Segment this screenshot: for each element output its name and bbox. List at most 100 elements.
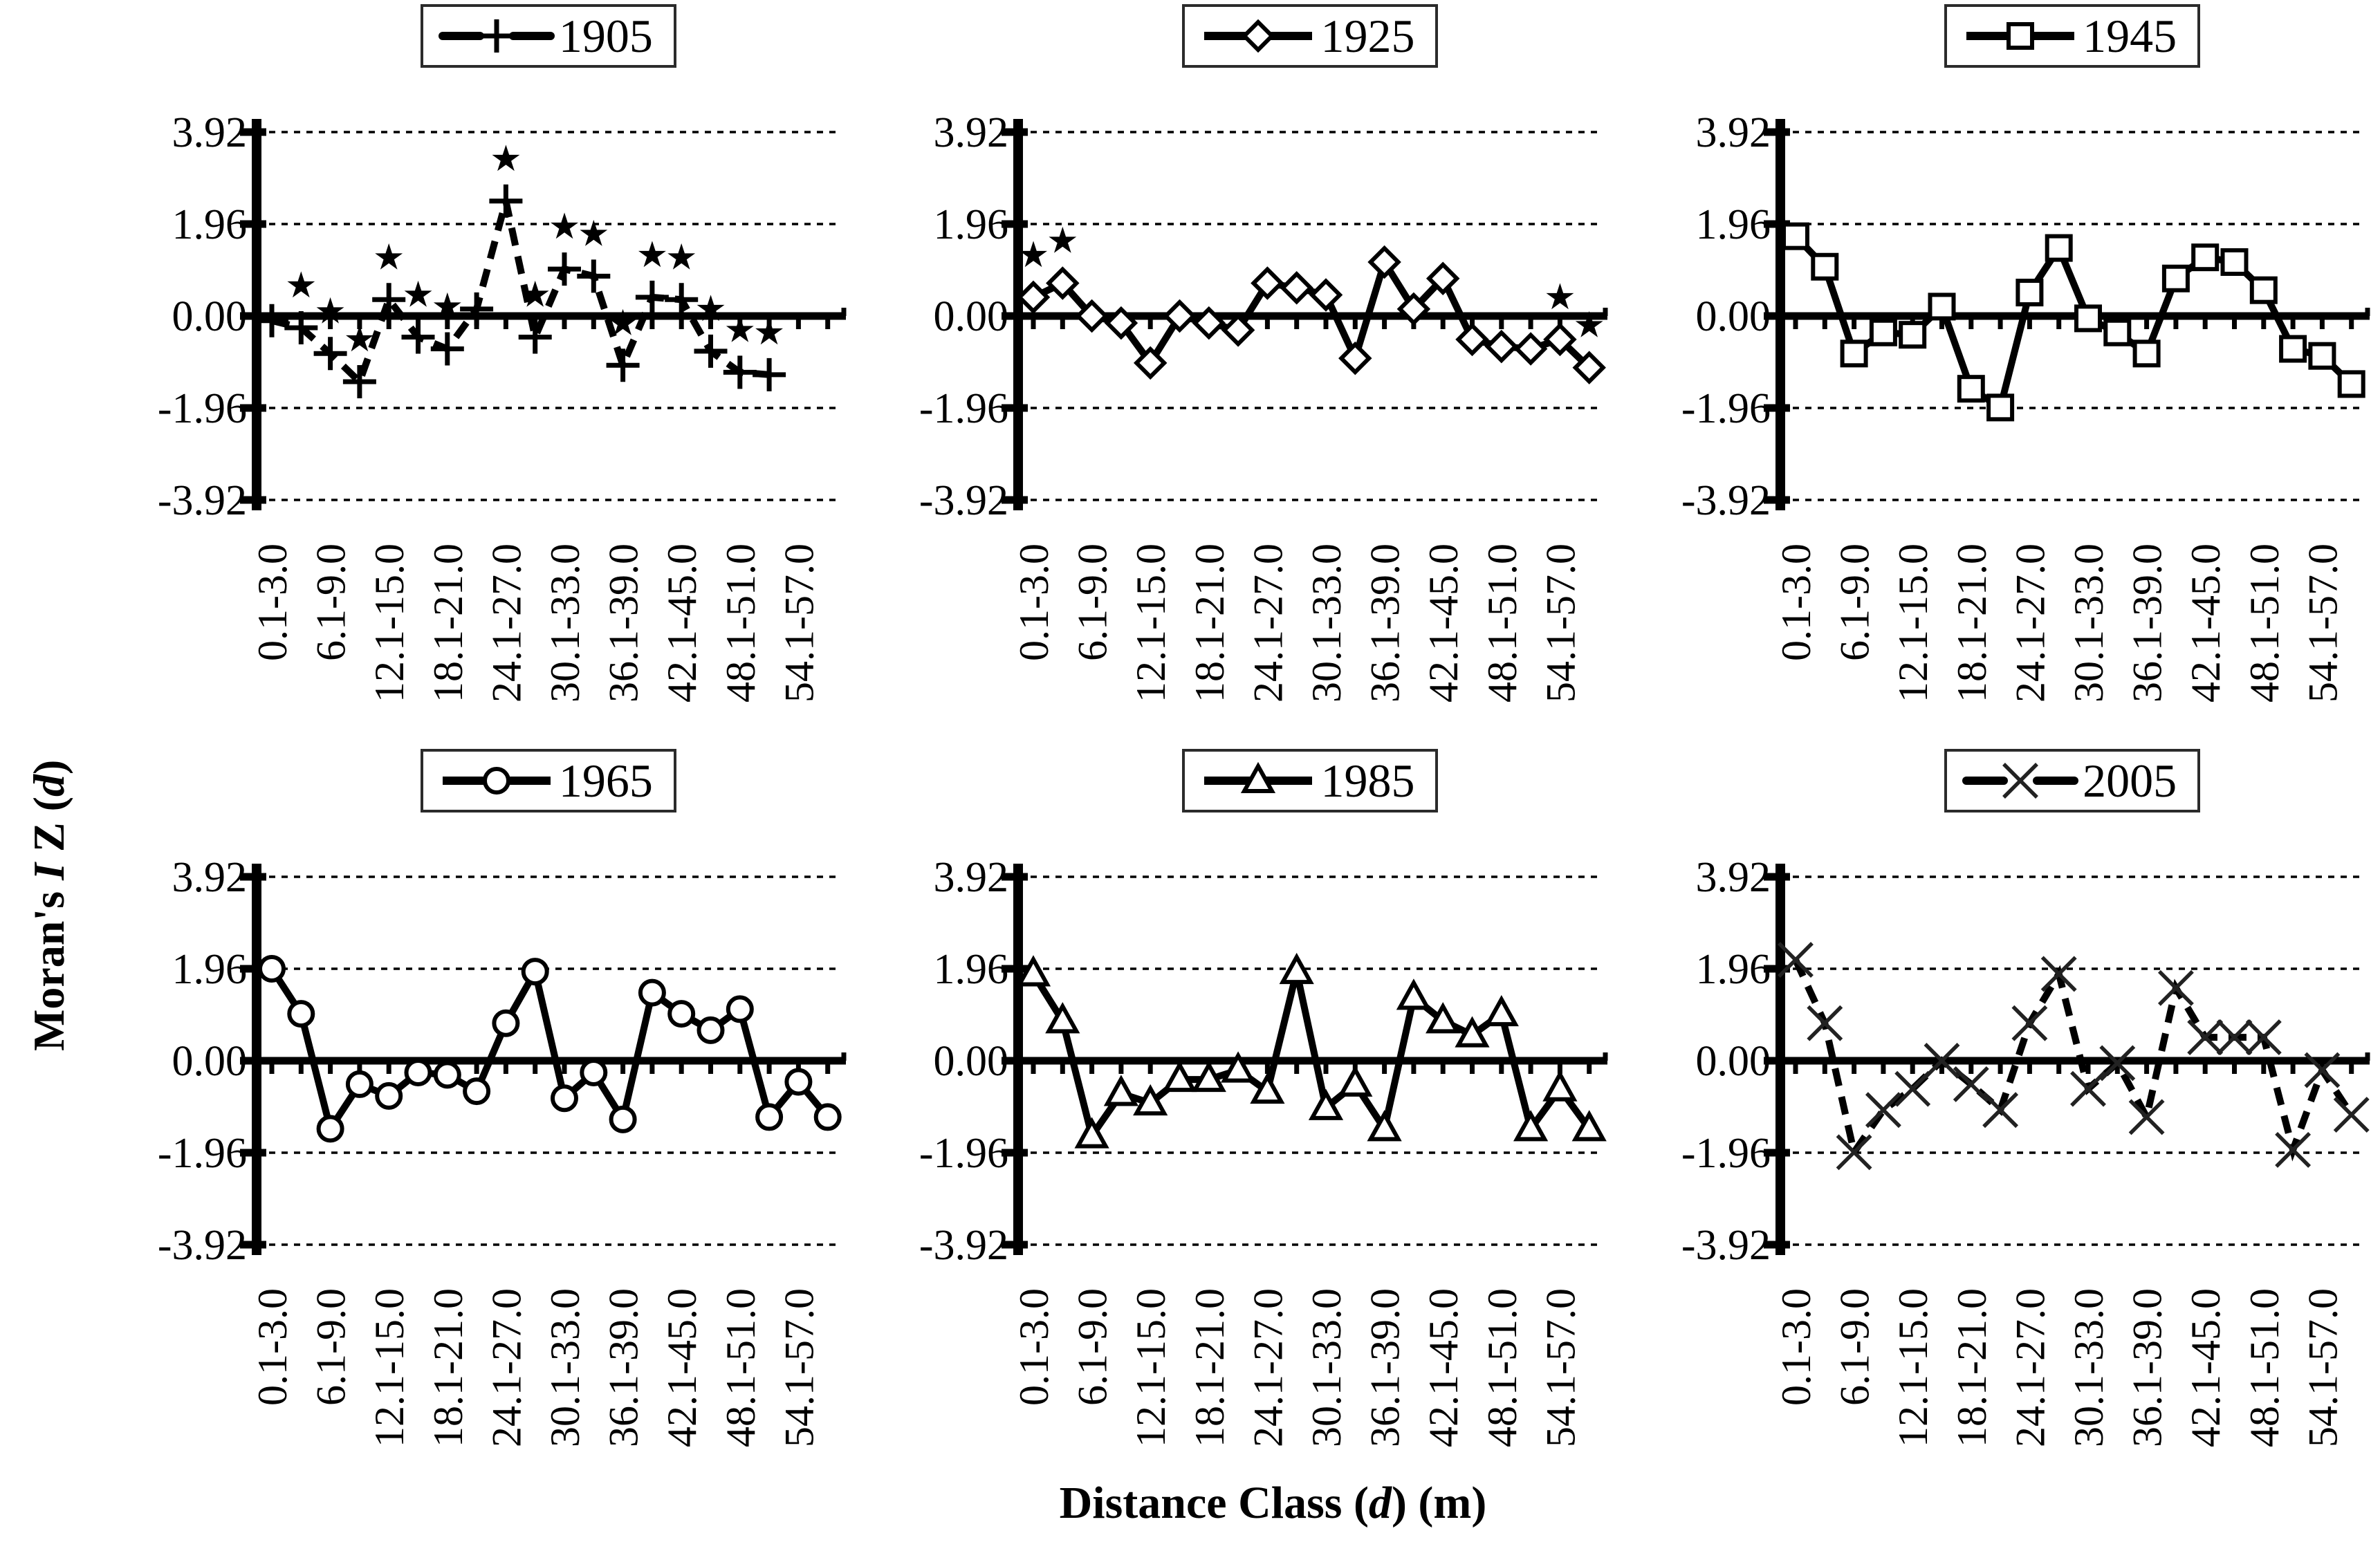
y-tick-label: 3.92 xyxy=(1696,854,1771,901)
title-segment: ) xyxy=(24,759,73,774)
series-line xyxy=(1031,970,1593,1144)
legend-row: 1905 xyxy=(91,4,851,86)
x-tick-label: 24.1-27.0 xyxy=(1246,1288,1291,1447)
star-icon: ★ xyxy=(1544,277,1577,318)
x-tick-label: 36.1-39.0 xyxy=(1363,544,1408,703)
y-tick-labels: 3.92 1.96 0.00 -1.96 -3.92 xyxy=(919,109,1008,524)
x-tick-label: 30.1-33.0 xyxy=(1304,1288,1349,1447)
y-tick-label: -3.92 xyxy=(919,477,1008,524)
legend-box: 2005 xyxy=(1944,749,2201,813)
x-tick-label: 24.1-27.0 xyxy=(2008,1288,2054,1447)
charts-grid: 1905 3.92 1.96 0.00 -1.96 -3.92 0.1-3.0 6.1-9.… xyxy=(90,4,2376,1492)
x-axis xyxy=(1780,1052,2370,1074)
y-tick-label: 1.96 xyxy=(172,946,247,993)
x-tick-label: 48.1-51.0 xyxy=(718,544,764,703)
legend-row: 2005 xyxy=(1614,749,2375,830)
y-tick-label: 0.00 xyxy=(934,1038,1009,1085)
star-icon: ★ xyxy=(694,288,727,330)
series-markers xyxy=(257,955,842,1143)
x-tick-label: 18.1-21.0 xyxy=(425,1288,471,1447)
star-icon: ★ xyxy=(548,206,581,248)
correlogram-plot: 3.92 1.96 0.00 -1.96 -3.920.1-3.0 6.1-9.0 12.1… xyxy=(919,109,1608,703)
y-tick-labels: 3.92 1.96 0.00 -1.96 -3.92 xyxy=(1681,854,1771,1269)
star-icon: ★ xyxy=(343,319,376,360)
subplot-1965: 1965 3.92 1.96 0.00 -1.96 -3.92 0.1-3.0 6.1-9.… xyxy=(91,749,851,1492)
y-tick-label: -3.92 xyxy=(158,1222,247,1269)
star-icon: ★ xyxy=(402,275,434,316)
x-tick-labels: 0.1-3.0 6.1-9.0 12.1-15.0 18.1-21.0 24.1-27.… xyxy=(1773,1288,2345,1447)
legend-marker-icon xyxy=(1962,763,2079,799)
x-tick-label: 0.1-3.0 xyxy=(1773,544,1819,661)
subplot-2005: 2005 3.92 1.96 0.00 -1.96 -3.92 0.1-3.0 6.1-9.… xyxy=(1614,749,2375,1492)
star-icon: ★ xyxy=(431,286,463,328)
correlogram-plot: 3.92 1.96 0.00 -1.96 -3.920.1-3.0 6.1-9.0 12.1… xyxy=(158,109,847,703)
x-tick-label: 48.1-51.0 xyxy=(1479,544,1525,703)
legend-series-label: 1905 xyxy=(558,10,653,62)
legend-series-label: 1945 xyxy=(2083,10,2177,62)
y-tick-label: 0.00 xyxy=(1696,1038,1771,1085)
x-tick-labels: 0.1-3.0 6.1-9.0 12.1-15.0 18.1-21.0 24.1-27.… xyxy=(250,1288,822,1447)
legend-series-label: 1925 xyxy=(1320,10,1415,62)
correlogram-plot: 3.92 1.96 0.00 -1.96 -3.920.1-3.0 6.1-9.0 12.1… xyxy=(158,854,847,1447)
y-tick-label: 0.00 xyxy=(172,1038,247,1085)
legend-box: 1925 xyxy=(1182,4,1439,68)
legend-series-label: 1985 xyxy=(1320,754,1415,807)
x-tick-label: 6.1-9.0 xyxy=(1070,1288,1116,1406)
legend-series-label: 2005 xyxy=(2083,754,2177,807)
star-icon: ★ xyxy=(1017,234,1050,276)
star-icon: ★ xyxy=(285,265,317,306)
subplot-1985: 1985 3.92 1.96 0.00 -1.96 -3.92 0.1-3.0 6.1-9.… xyxy=(852,749,1613,1492)
gridlines xyxy=(1018,131,1603,501)
y-tick-label: 1.96 xyxy=(934,201,1009,248)
y-tick-label: 0.00 xyxy=(1696,293,1771,340)
significance-stars: ★★★★ xyxy=(1017,221,1605,346)
star-icon: ★ xyxy=(753,312,786,353)
y-tick-label: -1.96 xyxy=(1681,385,1771,432)
title-segment: Z ( xyxy=(24,797,73,863)
x-tick-label: 54.1-57.0 xyxy=(776,544,822,703)
y-tick-label: 3.92 xyxy=(172,854,247,901)
title-segment: Moran's xyxy=(24,880,73,1051)
legend-row: 1925 xyxy=(852,4,1613,86)
x-tick-label: 24.1-27.0 xyxy=(1246,544,1291,703)
y-tick-label: -1.96 xyxy=(1681,1130,1771,1177)
y-tick-label: 1.96 xyxy=(1696,946,1771,993)
correlogram-plot: 3.92 1.96 0.00 -1.96 -3.920.1-3.0 6.1-9.0 12.1… xyxy=(1681,109,2370,703)
legend-marker-icon xyxy=(1204,761,1313,793)
x-tick-label: 18.1-21.0 xyxy=(1187,544,1233,703)
y-tick-labels: 3.92 1.96 0.00 -1.96 -3.92 xyxy=(158,854,247,1269)
x-tick-label: 42.1-45.0 xyxy=(1421,1288,1467,1447)
significance-stars: ★★★★★★★★★★★★★★★★ xyxy=(285,138,785,360)
title-segment: d xyxy=(24,774,73,797)
x-tick-label: 42.1-45.0 xyxy=(659,544,705,703)
legend-marker-icon xyxy=(438,19,555,53)
x-tick-label: 0.1-3.0 xyxy=(1011,1288,1057,1406)
x-tick-label: 12.1-15.0 xyxy=(1129,1288,1174,1447)
gridlines xyxy=(256,131,841,501)
title-segment: I xyxy=(24,863,73,880)
x-tick-label: 36.1-39.0 xyxy=(2125,544,2170,703)
gridlines xyxy=(1018,875,1603,1246)
x-tick-label: 0.1-3.0 xyxy=(1773,1288,1819,1406)
x-tick-label: 48.1-51.0 xyxy=(2242,544,2287,703)
x-tick-label: 54.1-57.0 xyxy=(1538,1288,1584,1447)
x-tick-label: 30.1-33.0 xyxy=(2066,1288,2112,1447)
x-tick-label: 24.1-27.0 xyxy=(483,544,529,703)
series-markers xyxy=(1778,942,2370,1171)
series-markers xyxy=(1782,222,2365,422)
x-tick-label: 6.1-9.0 xyxy=(1832,1288,1878,1406)
x-axis xyxy=(256,1052,847,1074)
x-tick-labels: 0.1-3.0 6.1-9.0 12.1-15.0 18.1-21.0 24.1-27.… xyxy=(1773,544,2345,703)
x-tick-labels: 0.1-3.0 6.1-9.0 12.1-15.0 18.1-21.0 24.1-27.… xyxy=(250,544,822,703)
subplot-1945: 1945 3.92 1.96 0.00 -1.96 -3.92 0.1-3.0 6.1-9.… xyxy=(1614,4,2375,748)
legend-marker-icon xyxy=(442,767,551,795)
y-tick-label: 1.96 xyxy=(172,201,247,248)
gridlines xyxy=(256,875,841,1246)
x-tick-label: 54.1-57.0 xyxy=(776,1288,822,1447)
x-tick-label: 42.1-45.0 xyxy=(2183,1288,2229,1447)
x-tick-label: 30.1-33.0 xyxy=(1304,544,1349,703)
title-segment: Distance Class ( xyxy=(1059,1478,1369,1528)
x-tick-labels: 0.1-3.0 6.1-9.0 12.1-15.0 18.1-21.0 24.1-27.… xyxy=(1011,544,1583,703)
y-tick-label: -1.96 xyxy=(158,1130,247,1177)
